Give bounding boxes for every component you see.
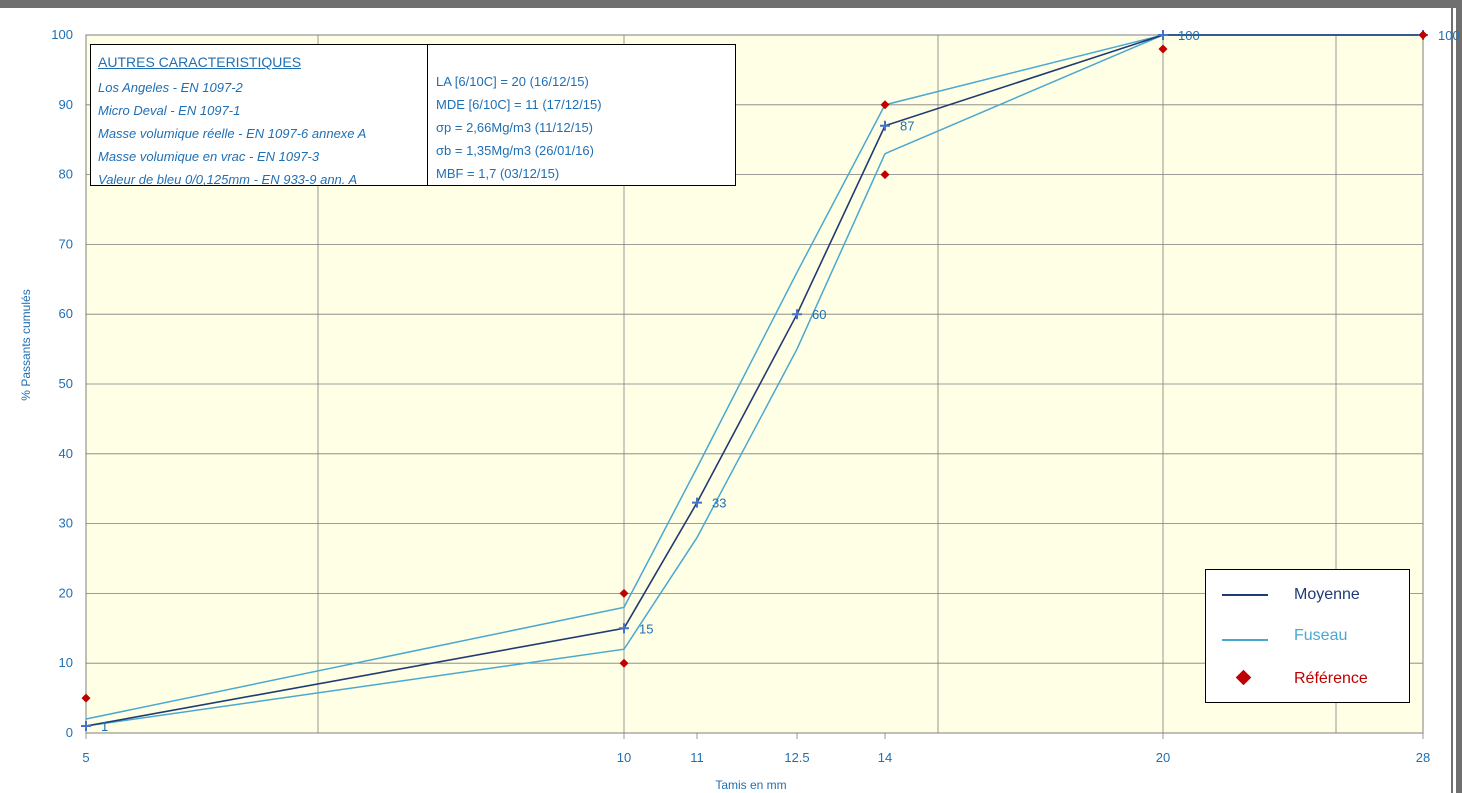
characteristics-heading-spacer	[436, 49, 735, 70]
char-value-micro-deval: MDE [6/10C] = 11 (17/12/15)	[436, 97, 602, 112]
y-tick-40: 40	[59, 446, 73, 461]
series-3-marker-3	[880, 100, 890, 110]
y-tick-70: 70	[59, 236, 73, 251]
y-tick-20: 20	[59, 585, 73, 600]
right-border-inner	[1453, 8, 1456, 793]
series-0-marker-5	[1158, 30, 1168, 40]
legend-label-fuseau: Fuseau	[1294, 627, 1348, 644]
series-3-marker-2	[619, 658, 629, 668]
y-tick-90: 90	[59, 97, 73, 112]
y-tick-60: 60	[59, 306, 73, 321]
legend-diamond-reference	[1235, 669, 1252, 686]
char-value-valeur-bleu: MBF = 1,7 (03/12/15)	[436, 166, 560, 181]
x-tick-12.5: 12.5	[784, 750, 809, 765]
x-tick-11: 11	[690, 750, 704, 765]
series-layer	[81, 30, 1428, 732]
data-label-3: 60	[812, 307, 826, 322]
series-0-marker-0	[81, 721, 91, 732]
x-tick-5: 5	[82, 750, 89, 765]
series-0-marker-3	[792, 309, 802, 320]
data-label-5: 100	[1178, 28, 1200, 43]
char-value-masse-reelle: σp = 2,66Mg/m3 (11/12/15)	[436, 120, 594, 135]
char-label-masse-reelle: Masse volumique réelle - EN 1097-6 annex…	[98, 126, 367, 141]
y-tick-10: 10	[59, 655, 73, 670]
data-label-1: 15	[639, 621, 653, 636]
y-tick-30: 30	[59, 516, 73, 531]
y-axis-title: % Passants cumulés	[19, 289, 33, 400]
legend-item-moyenne: Moyenne	[1206, 585, 1409, 605]
series-3-marker-1	[619, 588, 629, 598]
data-label-0: 1	[101, 719, 108, 734]
char-label-micro-deval: Micro Deval - EN 1097-1	[98, 103, 241, 118]
top-border	[0, 0, 1462, 8]
data-label-2: 33	[712, 496, 726, 511]
y-tick-labels: 0 10 20 30 40 50 60 70 80 90 100	[51, 27, 73, 740]
y-tick-100: 100	[51, 27, 73, 42]
char-label-masse-vrac: Masse volumique en vrac - EN 1097-3	[98, 149, 320, 164]
series-0-marker-2	[692, 497, 702, 508]
x-tick-28: 28	[1416, 750, 1430, 765]
characteristics-table: AUTRES CARACTERISTIQUES Los Angeles - EN…	[90, 44, 736, 187]
x-tick-20: 20	[1156, 750, 1170, 765]
y-tick-80: 80	[59, 167, 73, 182]
char-value-masse-vrac: σb = 1,35Mg/m3 (26/01/16)	[436, 143, 594, 158]
data-label-4: 87	[900, 119, 914, 134]
y-tick-50: 50	[59, 376, 73, 391]
series-3-marker-5	[1158, 44, 1168, 54]
x-tick-labels: 5 10 11 12.5 14 20 28	[82, 733, 1430, 765]
chart-legend: Moyenne Fuseau Référence	[1205, 569, 1410, 703]
x-tick-10: 10	[617, 750, 631, 765]
legend-line-fuseau	[1222, 639, 1268, 641]
x-axis-title: Tamis en mm	[715, 778, 786, 792]
x-tick-14: 14	[878, 750, 892, 765]
legend-label-moyenne: Moyenne	[1294, 586, 1360, 603]
char-label-valeur-bleu: Valeur de bleu 0/0,125mm - EN 933-9 ann.…	[98, 172, 358, 187]
legend-item-reference: Référence	[1206, 669, 1409, 689]
legend-label-reference: Référence	[1294, 670, 1368, 687]
right-border	[1451, 8, 1462, 793]
characteristics-heading: AUTRES CARACTERISTIQUES	[98, 54, 302, 70]
series-3-marker-4	[880, 170, 890, 180]
legend-item-fuseau: Fuseau	[1206, 626, 1409, 646]
series-0-marker-1	[619, 623, 629, 634]
series-0-marker-4	[880, 120, 890, 131]
data-labels: 1 15 33 60 87 100 100	[101, 28, 1460, 734]
series-3-marker-6	[1418, 30, 1428, 40]
characteristics-labels: AUTRES CARACTERISTIQUES Los Angeles - EN…	[91, 45, 428, 187]
char-label-los-angeles: Los Angeles - EN 1097-2	[98, 80, 243, 95]
series-3-marker-0	[81, 693, 91, 703]
legend-line-moyenne	[1222, 594, 1268, 596]
char-value-los-angeles: LA [6/10C] = 20 (16/12/15)	[436, 74, 589, 89]
characteristics-values: LA [6/10C] = 20 (16/12/15) MDE [6/10C] =…	[428, 45, 735, 185]
y-tick-0: 0	[66, 725, 73, 740]
data-label-6: 100	[1438, 28, 1460, 43]
